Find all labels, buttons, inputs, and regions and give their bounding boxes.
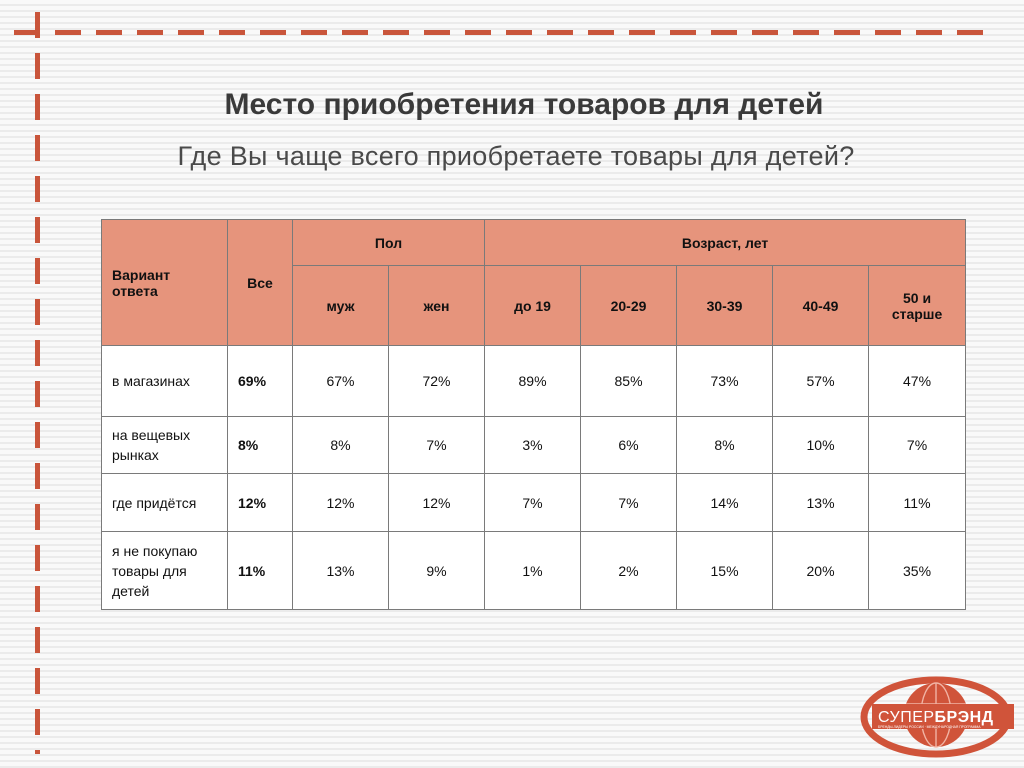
cell-value: 47% bbox=[868, 345, 967, 417]
cell-value: 6% bbox=[580, 416, 678, 474]
slide-subtitle: Где Вы чаще всего приобретаете товары дл… bbox=[177, 141, 855, 171]
cell-value: 7% bbox=[387, 416, 486, 474]
cell-value: 89% bbox=[484, 345, 582, 417]
header-age-group: 40-49 bbox=[772, 265, 870, 346]
cell-value: 2% bbox=[580, 531, 678, 610]
cell-value: 8% bbox=[292, 416, 389, 474]
row-label: я не покупаю товары для детей bbox=[101, 531, 228, 610]
header-age-group: 30-39 bbox=[676, 265, 774, 346]
cell-value: 67% bbox=[292, 345, 389, 417]
header-answer-option: Вариант ответа bbox=[101, 219, 228, 346]
cell-value: 9% bbox=[387, 531, 486, 610]
row-all-value: 11% bbox=[227, 531, 293, 610]
logo-tagline: БРЕНДЫ-ЛИДЕРЫ РОССИИ · МЕЖДУНАРОДНАЯ ПРО… bbox=[878, 725, 981, 729]
cell-value: 20% bbox=[772, 531, 870, 610]
header-all: Все bbox=[227, 219, 293, 346]
row-label: где придётся bbox=[101, 473, 228, 532]
cell-value: 7% bbox=[868, 416, 967, 474]
survey-table: Вариант ответа Все Пол Возраст, лет муж … bbox=[101, 219, 967, 610]
cell-value: 14% bbox=[676, 473, 774, 532]
logo-brand-suffix: БРЭНД bbox=[935, 709, 994, 726]
cell-value: 13% bbox=[772, 473, 870, 532]
logo-brand-prefix: СУПЕР bbox=[878, 709, 935, 726]
cell-value: 12% bbox=[387, 473, 486, 532]
left-dashed-border bbox=[35, 12, 40, 754]
table-row: где придётся 12% 12% 12% 7% 7% 14% 13% 1… bbox=[101, 473, 967, 532]
cell-value: 10% bbox=[772, 416, 870, 474]
cell-value: 73% bbox=[676, 345, 774, 417]
table-row: на вещевых рынках 8% 8% 7% 3% 6% 8% 10% … bbox=[101, 416, 967, 474]
cell-value: 7% bbox=[484, 473, 582, 532]
header-male: муж bbox=[292, 265, 389, 346]
row-all-value: 8% bbox=[227, 416, 293, 474]
row-all-value: 12% bbox=[227, 473, 293, 532]
header-age-group: 20-29 bbox=[580, 265, 678, 346]
table-row: я не покупаю товары для детей 11% 13% 9%… bbox=[101, 531, 967, 610]
cell-value: 72% bbox=[387, 345, 486, 417]
row-all-value: 69% bbox=[227, 345, 293, 417]
cell-value: 57% bbox=[772, 345, 870, 417]
header-age: Возраст, лет bbox=[484, 219, 967, 266]
cell-value: 13% bbox=[292, 531, 389, 610]
cell-value: 11% bbox=[868, 473, 967, 532]
header-female: жен bbox=[387, 265, 486, 346]
top-dashed-border bbox=[14, 30, 990, 35]
slide-title: Место приобретения товаров для детей bbox=[224, 88, 824, 121]
svg-text:СУПЕРБРЭНД: СУПЕРБРЭНД bbox=[878, 709, 994, 726]
cell-value: 3% bbox=[484, 416, 582, 474]
header-gender: Пол bbox=[291, 219, 486, 266]
cell-value: 12% bbox=[292, 473, 389, 532]
table-row: в магазинах 69% 67% 72% 89% 85% 73% 57% … bbox=[101, 345, 967, 417]
cell-value: 8% bbox=[676, 416, 774, 474]
cell-value: 35% bbox=[868, 531, 967, 610]
cell-value: 1% bbox=[484, 531, 582, 610]
row-label: на вещевых рынках bbox=[101, 416, 228, 474]
header-age-group: 50 и старше bbox=[868, 265, 967, 346]
row-label: в магазинах bbox=[101, 345, 228, 417]
header-age-group: до 19 bbox=[484, 265, 582, 346]
cell-value: 85% bbox=[580, 345, 678, 417]
cell-value: 15% bbox=[676, 531, 774, 610]
superbrand-logo: СУПЕРБРЭНД БРЕНДЫ-ЛИДЕРЫ РОССИИ · МЕЖДУН… bbox=[860, 676, 1014, 758]
cell-value: 7% bbox=[580, 473, 678, 532]
